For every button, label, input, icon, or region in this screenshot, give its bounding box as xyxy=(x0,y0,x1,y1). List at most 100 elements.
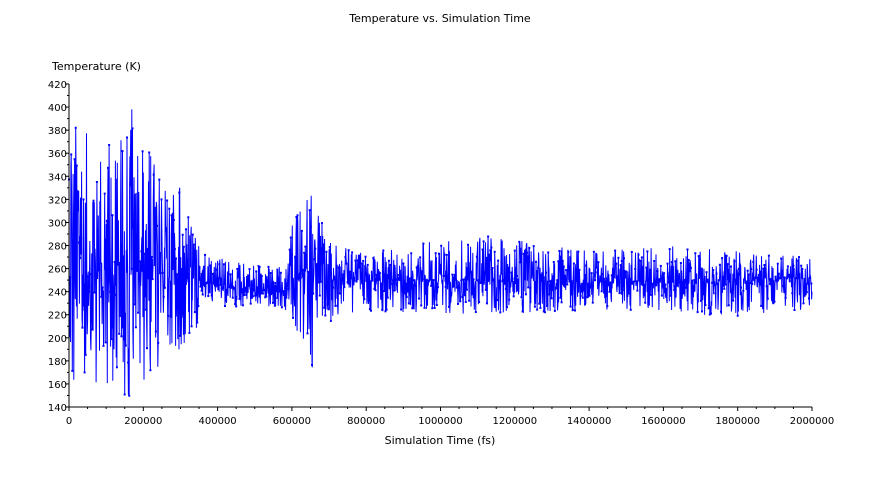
series-point xyxy=(672,280,675,283)
series-point xyxy=(683,279,686,282)
series-point xyxy=(512,295,515,298)
series-point xyxy=(276,296,279,299)
series-point xyxy=(482,240,485,243)
series-point xyxy=(347,249,350,252)
series-point xyxy=(140,250,143,253)
series-point xyxy=(751,282,754,285)
series-point xyxy=(548,293,551,296)
series-point xyxy=(85,281,88,284)
series-point xyxy=(786,265,789,268)
series-point xyxy=(376,278,379,281)
series-point xyxy=(664,283,667,286)
y-tick-label: 380 xyxy=(48,126,67,137)
series-point xyxy=(475,255,478,258)
series-point xyxy=(141,150,144,153)
series-point xyxy=(409,277,411,280)
series-point xyxy=(109,290,112,293)
series-point xyxy=(677,278,680,281)
series-point xyxy=(234,303,237,306)
series-point xyxy=(149,369,152,372)
series-point xyxy=(561,259,564,262)
series-point xyxy=(325,250,328,253)
series-point xyxy=(648,285,651,288)
series-point xyxy=(225,299,228,302)
series-point xyxy=(805,291,808,294)
series-point xyxy=(764,273,767,276)
series-point xyxy=(752,261,755,264)
series-point xyxy=(143,252,146,255)
series-point xyxy=(181,233,184,236)
series-point xyxy=(604,280,607,283)
series-point xyxy=(438,252,440,255)
series-point xyxy=(452,276,455,279)
series-point xyxy=(579,294,582,297)
series-point xyxy=(366,263,369,266)
series-point xyxy=(633,280,636,283)
series-point xyxy=(649,293,652,296)
series-point xyxy=(346,281,349,284)
series-point xyxy=(419,256,422,259)
series-point xyxy=(168,207,171,210)
series-point xyxy=(659,264,662,267)
series-point xyxy=(743,278,746,281)
series-point xyxy=(219,283,222,286)
series-point xyxy=(716,282,719,285)
series-point xyxy=(717,279,720,282)
series-point xyxy=(510,271,513,274)
series-point xyxy=(350,276,352,279)
series-point xyxy=(387,259,390,262)
series-point xyxy=(488,253,491,256)
series-point xyxy=(478,301,481,304)
series-point xyxy=(789,276,792,279)
series-point xyxy=(493,250,496,253)
series-point xyxy=(679,262,682,264)
series-point xyxy=(246,287,249,290)
series-point xyxy=(371,279,374,282)
series-point xyxy=(206,282,209,284)
series-point xyxy=(314,247,317,250)
series-point xyxy=(491,267,494,269)
series-point xyxy=(639,259,642,262)
series-point xyxy=(762,267,765,270)
series-point xyxy=(157,341,160,344)
series-point xyxy=(538,302,541,305)
y-tick-label: 280 xyxy=(48,242,67,253)
series-point xyxy=(529,286,532,289)
series-point xyxy=(532,245,535,248)
series-point xyxy=(368,308,371,311)
y-tick-label: 220 xyxy=(48,311,67,322)
series-point xyxy=(606,305,609,307)
series-point xyxy=(193,311,196,314)
series-point xyxy=(618,292,621,295)
series-point xyxy=(644,301,647,304)
series-point xyxy=(92,199,95,202)
series-point xyxy=(804,293,807,296)
series-point xyxy=(706,278,709,281)
series-point xyxy=(772,302,775,305)
series-point xyxy=(372,257,375,260)
series-point xyxy=(345,262,348,265)
series-point xyxy=(801,267,804,270)
series-point xyxy=(269,272,272,275)
series-point xyxy=(315,263,318,266)
series-point xyxy=(516,275,518,277)
series-point xyxy=(389,264,391,266)
x-tick-label: 400000 xyxy=(199,416,237,427)
series-point xyxy=(209,264,212,267)
series-point xyxy=(263,289,265,292)
series-point xyxy=(698,258,701,261)
series-point xyxy=(165,227,167,229)
series-point xyxy=(192,243,195,246)
series-point xyxy=(471,280,474,283)
series-point xyxy=(784,296,787,299)
x-axis-label: Simulation Time (fs) xyxy=(385,434,496,447)
series-point xyxy=(585,264,588,267)
series-point xyxy=(592,250,595,253)
series-point xyxy=(614,249,617,252)
series-point xyxy=(442,274,445,277)
series-point xyxy=(790,280,793,283)
series-point xyxy=(227,274,230,277)
series-point xyxy=(290,254,293,257)
series-point xyxy=(458,287,461,289)
series-point xyxy=(718,263,721,266)
